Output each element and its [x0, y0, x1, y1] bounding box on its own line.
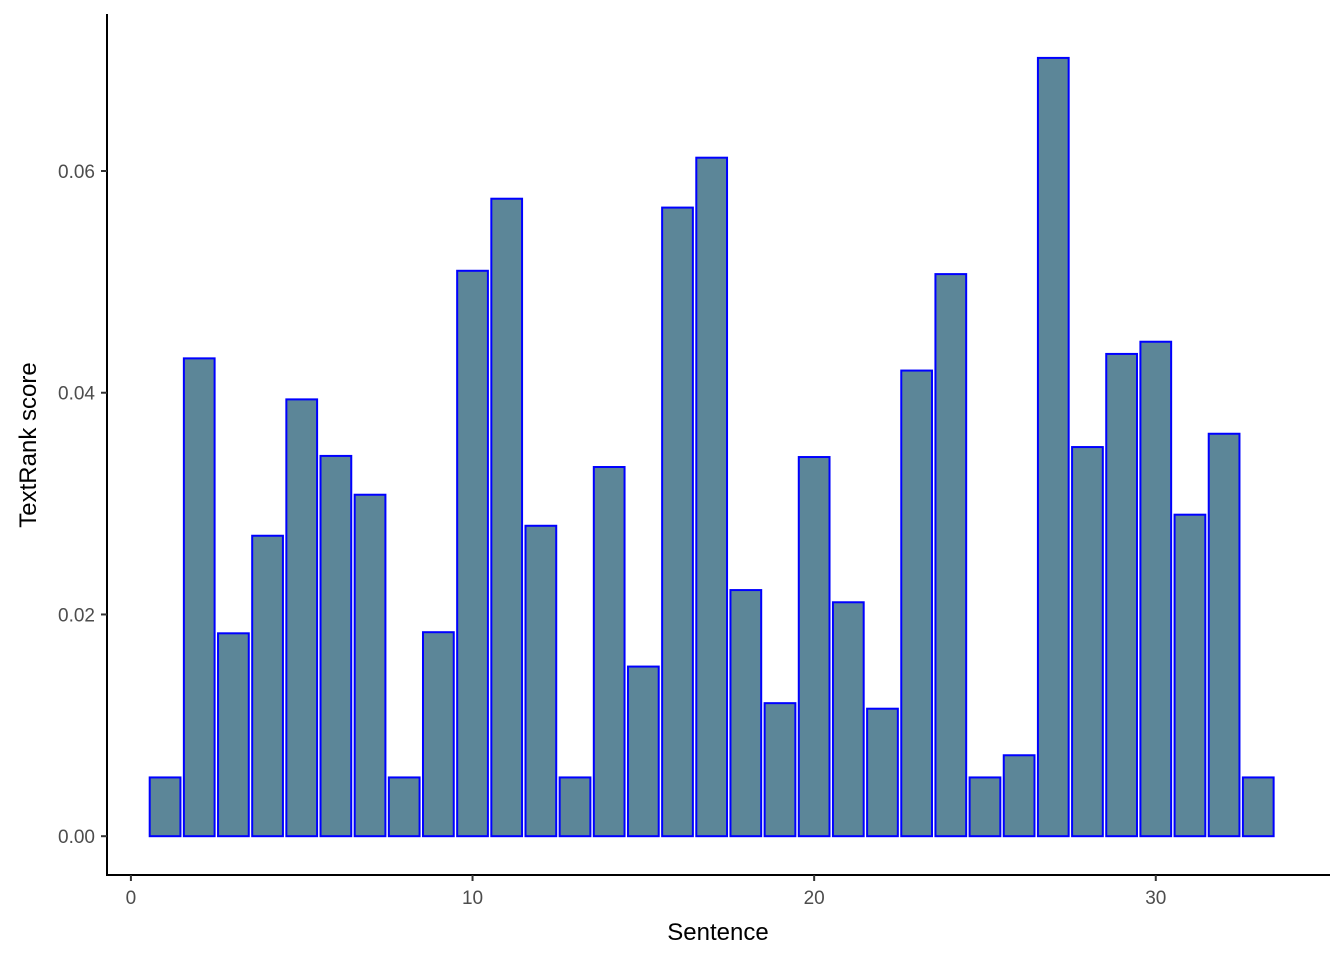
bar-sentence-16 — [661, 206, 694, 838]
bar-sentence-33 — [1241, 776, 1275, 838]
x-axis-ticks: 0 10 20 30 — [126, 875, 1166, 909]
bar-sentence-9 — [421, 631, 455, 838]
y-tick-label: 0.00 — [58, 827, 95, 848]
x-tick-label: 0 — [126, 888, 137, 909]
y-axis-title: TextRank score — [15, 362, 42, 527]
y-tick-label: 0.06 — [58, 162, 95, 183]
bar-sentence-15 — [626, 665, 660, 838]
bar-sentence-10 — [456, 269, 489, 838]
bar-sentence-6 — [319, 454, 353, 838]
bar-sentence-2 — [182, 357, 216, 838]
bar-sentence-11 — [490, 197, 524, 838]
y-tick-label: 0.02 — [58, 605, 95, 626]
bar-sentence-17 — [695, 156, 729, 838]
bar-sentence-8 — [387, 776, 421, 838]
bar-sentence-12 — [524, 524, 558, 838]
bars-group — [148, 56, 1275, 838]
bar-sentence-22 — [866, 707, 899, 838]
y-tick-label: 0.04 — [58, 384, 95, 405]
bar-sentence-32 — [1207, 432, 1241, 838]
bar-sentence-21 — [831, 601, 865, 838]
bar-sentence-1 — [148, 776, 182, 838]
bar-sentence-26 — [1002, 754, 1036, 838]
bar-sentence-5 — [285, 398, 319, 838]
bar-sentence-13 — [558, 776, 592, 838]
bar-sentence-24 — [934, 273, 968, 838]
bar-sentence-14 — [592, 466, 626, 838]
x-tick-label: 20 — [804, 888, 825, 909]
bar-sentence-7 — [353, 493, 387, 838]
x-tick-label: 30 — [1145, 888, 1166, 909]
bar-sentence-25 — [968, 776, 1002, 838]
bar-sentence-19 — [763, 702, 797, 838]
bar-sentence-23 — [900, 369, 934, 838]
bar-sentence-28 — [1071, 446, 1104, 838]
bar-sentence-20 — [797, 456, 831, 838]
x-axis-title: Sentence — [667, 919, 768, 946]
bar-sentence-29 — [1105, 352, 1138, 838]
bar-sentence-27 — [1036, 56, 1070, 838]
y-axis-ticks: 0.00 0.02 0.04 0.06 — [58, 162, 107, 848]
bar-sentence-18 — [729, 589, 763, 838]
x-tick-label: 10 — [462, 888, 483, 909]
bar-sentence-30 — [1139, 340, 1173, 838]
bar-sentence-4 — [251, 534, 284, 838]
bar-sentence-31 — [1173, 513, 1207, 838]
bar-sentence-3 — [217, 632, 250, 838]
